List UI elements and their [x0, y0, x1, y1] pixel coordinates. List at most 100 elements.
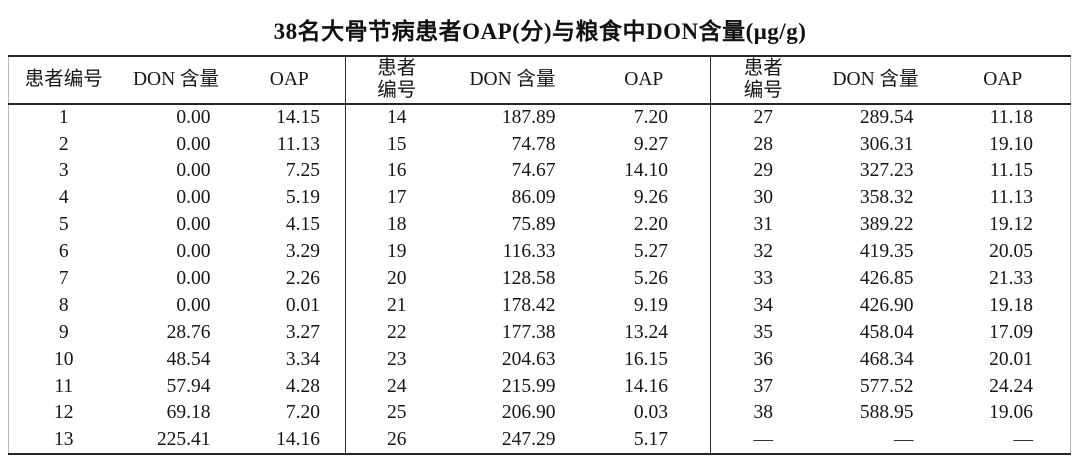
- table-title: 38名大骨节病患者OAP(分)与粮食中DON含量(μg/g): [273, 19, 807, 44]
- don-value-cell: 204.63: [501, 348, 556, 370]
- patient-id-cell: 27: [710, 104, 816, 131]
- header-patient-id: 患者编号: [710, 56, 816, 105]
- table-row: 4 0.00 5.19 17 86.09 9.26 30 358.32 11.13: [9, 184, 1071, 212]
- patient-id-cell: 9: [58, 321, 69, 343]
- don-value-cell: 426.85: [859, 268, 914, 290]
- patient-id-cell: 13: [54, 428, 74, 450]
- table-header: 患者编号 DON 含量 OAP 患者 编号 DON 含量 OAP 患者 编号 DON 含量 OAP: [8, 56, 1071, 105]
- oap-value-cell: 20.05: [989, 241, 1033, 263]
- patient-id-cell: 26: [345, 426, 448, 454]
- patient-id-cell: 12: [54, 402, 74, 424]
- don-value-cell: 128.58: [501, 268, 556, 290]
- don-value-cell: 178.42: [501, 294, 556, 316]
- don-value-cell: 187.89: [501, 107, 556, 129]
- don-value-cell: 588.95: [859, 402, 914, 424]
- oap-value-cell: 14.16: [624, 375, 668, 397]
- don-oap-table: 患者编号 DON 含量 OAP 患者 编号 DON 含量 OAP 患者 编号 DON 含量 OAP …: [8, 55, 1071, 455]
- patient-id-cell: 24: [345, 372, 448, 400]
- patient-id-cell: 35: [710, 319, 816, 347]
- patient-id-cell: 37: [710, 372, 816, 400]
- don-value-cell: 306.31: [859, 133, 914, 155]
- patient-id-cell: 29: [710, 157, 816, 185]
- oap-value-cell: —: [1013, 428, 1034, 450]
- don-value-cell: 0.00: [176, 214, 211, 236]
- don-value-cell: —: [894, 428, 914, 450]
- header-don-content: DON 含量: [815, 56, 936, 105]
- oap-value-cell: 7.20: [633, 107, 668, 129]
- don-value-cell: 468.34: [859, 348, 914, 370]
- oap-value-cell: 5.26: [633, 268, 668, 290]
- don-value-cell: 0.00: [176, 187, 211, 209]
- table-row: 11 57.94 4.28 24 215.99 14.16 37 577.52 24.24: [9, 372, 1071, 400]
- oap-value-cell: 4.15: [285, 214, 320, 236]
- patient-id-cell: 10: [54, 348, 74, 370]
- don-value-cell: 289.54: [859, 107, 914, 129]
- don-value-cell: 206.90: [501, 402, 556, 424]
- don-value-cell: 28.76: [166, 321, 211, 343]
- don-value-cell: 0.00: [176, 268, 211, 290]
- don-value-cell: 247.29: [501, 428, 556, 450]
- oap-value-cell: 3.29: [285, 241, 320, 263]
- don-value-cell: 419.35: [859, 241, 914, 263]
- patient-id-cell: 25: [345, 399, 448, 427]
- patient-id-cell: 19: [345, 238, 448, 266]
- table-row: 1 0.00 14.15 14 187.89 7.20 27 289.54 11.18: [9, 104, 1071, 131]
- patient-id-cell: 15: [345, 130, 448, 158]
- patient-id-cell: 20: [345, 265, 448, 293]
- oap-value-cell: 9.26: [633, 187, 668, 209]
- table-row: 13 225.41 14.16 26 247.29 5.17 — — —: [9, 426, 1071, 454]
- patient-id-cell: 17: [345, 184, 448, 212]
- oap-value-cell: 19.12: [989, 214, 1033, 236]
- patient-id-cell: 1: [58, 107, 69, 129]
- don-value-cell: 0.00: [176, 133, 211, 155]
- oap-value-cell: 3.34: [285, 348, 320, 370]
- patient-id-cell: 16: [345, 157, 448, 185]
- patient-id-cell: 6: [58, 241, 69, 263]
- patient-id-cell: 14: [345, 104, 448, 131]
- table-row: 7 0.00 2.26 20 128.58 5.26 33 426.85 21.33: [9, 265, 1071, 293]
- oap-value-cell: 2.20: [633, 214, 668, 236]
- oap-value-cell: 19.06: [989, 402, 1033, 424]
- patient-id-cell: 22: [345, 319, 448, 347]
- header-don-content: DON 含量: [118, 56, 234, 105]
- oap-value-cell: 14.16: [276, 428, 320, 450]
- table-body: 1 0.00 14.15 14 187.89 7.20 27 289.54 11.18 2 0.00…: [9, 104, 1071, 454]
- don-value-cell: 116.33: [502, 241, 556, 263]
- patient-id-cell: 3: [58, 160, 69, 182]
- don-value-cell: 0.00: [176, 294, 211, 316]
- table-row: 5 0.00 4.15 18 75.89 2.20 31 389.22 19.12: [9, 211, 1071, 239]
- patient-id-cell: 5: [58, 214, 69, 236]
- patient-id-cell: 23: [345, 346, 448, 373]
- patient-id-cell: —: [710, 426, 816, 454]
- oap-value-cell: 5.17: [633, 428, 668, 450]
- patient-id-cell: 30: [710, 184, 816, 212]
- oap-value-cell: 21.33: [989, 268, 1033, 290]
- oap-value-cell: 14.15: [276, 107, 320, 129]
- patient-id-cell: 33: [710, 265, 816, 293]
- oap-value-cell: 7.25: [285, 160, 320, 182]
- don-value-cell: 0.00: [176, 241, 211, 263]
- oap-value-cell: 11.13: [989, 187, 1033, 209]
- don-value-cell: 458.04: [859, 321, 914, 343]
- header-patient-id: 患者编号: [345, 56, 448, 105]
- oap-value-cell: 9.27: [633, 133, 668, 155]
- oap-value-cell: 20.01: [989, 348, 1033, 370]
- don-value-cell: 74.67: [511, 160, 556, 182]
- don-value-cell: 327.23: [859, 160, 914, 182]
- oap-value-cell: 2.26: [285, 268, 320, 290]
- oap-value-cell: 3.27: [285, 321, 320, 343]
- patient-id-cell: 18: [345, 211, 448, 239]
- oap-value-cell: 19.10: [989, 133, 1033, 155]
- header-don-content: DON 含量: [447, 56, 578, 105]
- patient-id-cell: 36: [710, 346, 816, 373]
- table-row: 3 0.00 7.25 16 74.67 14.10 29 327.23 11.15: [9, 157, 1071, 185]
- oap-value-cell: 4.28: [285, 375, 320, 397]
- header-row: 患者编号 DON 含量 OAP 患者 编号 DON 含量 OAP 患者 编号 DON 含量 OAP: [8, 56, 1071, 105]
- don-value-cell: 577.52: [859, 375, 914, 397]
- header-oap: OAP: [935, 56, 1071, 105]
- table-row: 12 69.18 7.20 25 206.90 0.03 38 588.95 19.06: [9, 399, 1071, 427]
- patient-id-cell: 4: [58, 187, 69, 209]
- don-value-cell: 177.38: [501, 321, 556, 343]
- don-value-cell: 0.00: [176, 107, 211, 129]
- oap-value-cell: 9.19: [633, 294, 668, 316]
